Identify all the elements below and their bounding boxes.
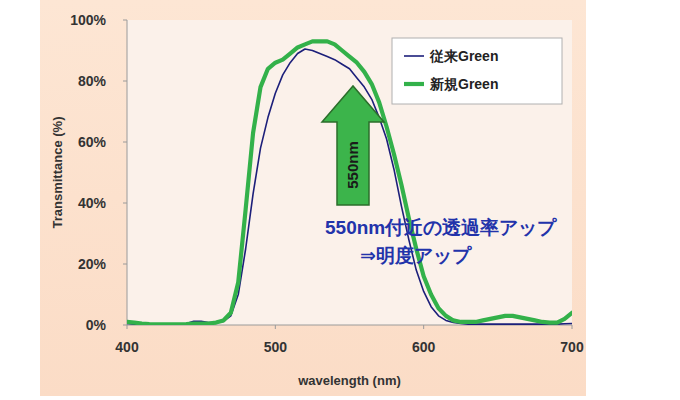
- plot-background: [127, 20, 572, 325]
- y-tick-label: 0%: [86, 317, 107, 333]
- legend-swatch: [404, 55, 424, 57]
- y-tick: [123, 203, 127, 204]
- y-tick: [123, 20, 127, 21]
- x-tick-label: 400: [115, 339, 139, 355]
- x-tick: [423, 325, 424, 329]
- y-tick: [123, 81, 127, 82]
- y-axis-line: [127, 20, 128, 325]
- legend-label: 従来Green: [429, 48, 498, 64]
- y-tick-label: 20%: [78, 256, 107, 272]
- y-tick-label: 60%: [78, 134, 107, 150]
- x-axis-title: wavelength (nm): [297, 373, 401, 388]
- y-axis-title: Transmittance (%): [50, 117, 65, 229]
- chart: 0% 20% 40% 60% 80% 100% 400 500 600 700 wavelength…: [0, 0, 680, 400]
- y-tick-label: 40%: [78, 195, 107, 211]
- x-tick: [275, 325, 276, 329]
- y-tick-label: 80%: [78, 73, 107, 89]
- x-tick-label: 500: [264, 339, 288, 355]
- y-tick: [123, 264, 127, 265]
- annotation-arrow: [322, 86, 384, 205]
- y-tick: [123, 142, 127, 143]
- x-tick: [127, 325, 128, 329]
- y-tick: [123, 325, 127, 326]
- y-tick-label: 100%: [70, 12, 106, 28]
- x-tick-label: 600: [412, 339, 436, 355]
- x-tick: [572, 325, 573, 329]
- legend-box: [392, 38, 562, 104]
- legend-swatch: [404, 82, 424, 86]
- legend-label: 新規Green: [429, 76, 498, 92]
- chart-background: [40, 0, 586, 396]
- annotation-text: ⇒明度アップ: [360, 245, 472, 266]
- x-tick-label: 700: [560, 339, 584, 355]
- annotation-text: 550nm: [344, 141, 361, 189]
- annotation-text: 550nm付近の透過率アップ: [325, 217, 557, 238]
